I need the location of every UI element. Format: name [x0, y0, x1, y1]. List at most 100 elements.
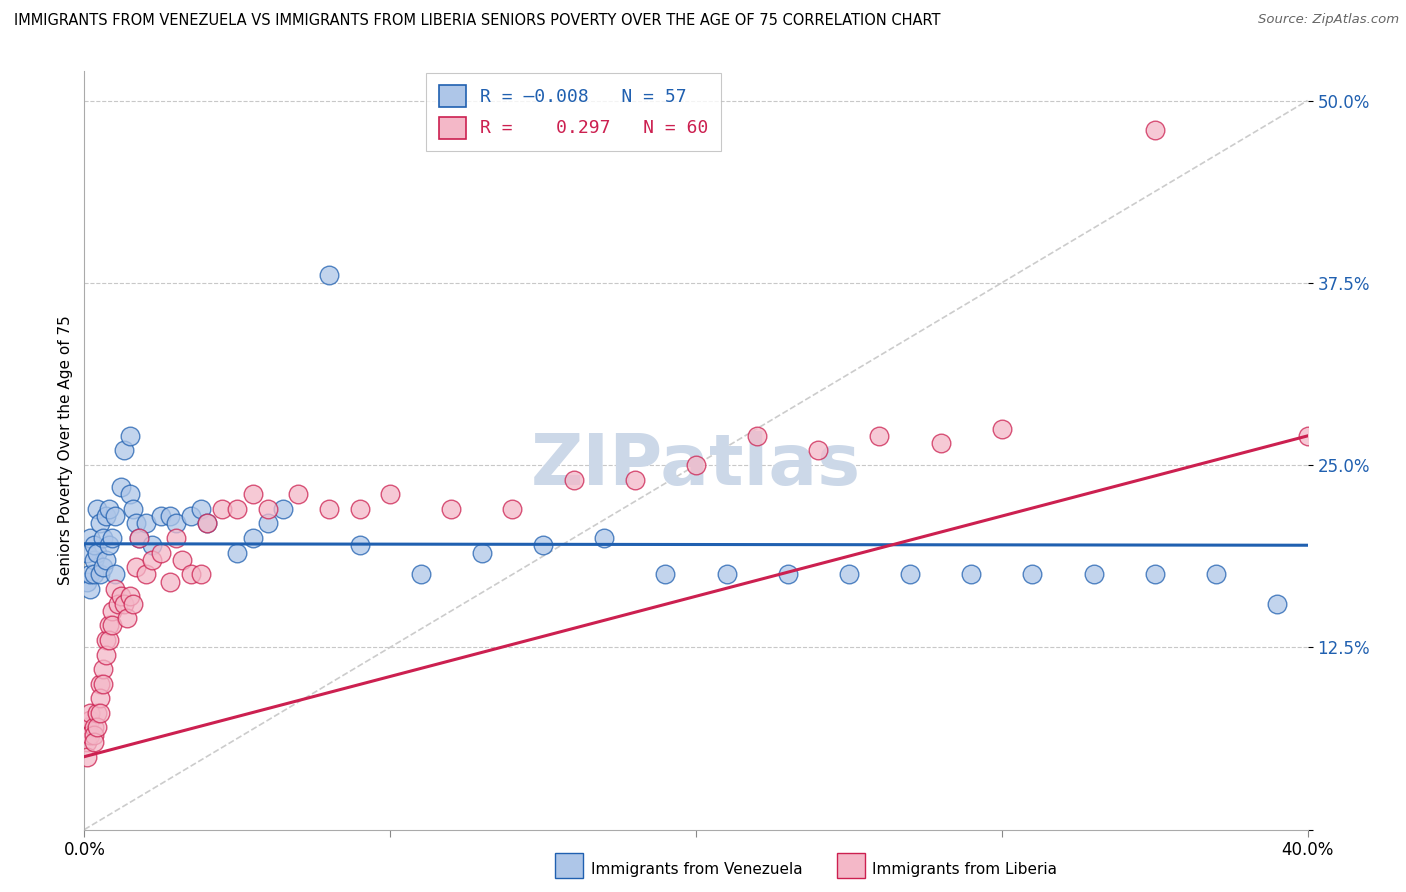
Point — [165, 516, 187, 531]
Point — [76, 735, 98, 749]
Point — [380, 487, 402, 501]
Point — [172, 553, 194, 567]
Point — [76, 574, 98, 589]
Point — [685, 458, 707, 472]
Point — [107, 597, 129, 611]
Point — [409, 567, 432, 582]
Point — [190, 567, 212, 582]
Point — [86, 501, 108, 516]
Point — [86, 706, 108, 720]
Point — [83, 567, 105, 582]
Point — [91, 560, 114, 574]
Point — [593, 531, 616, 545]
Point — [1265, 597, 1288, 611]
Point — [747, 429, 769, 443]
Point — [531, 538, 554, 552]
Point — [271, 501, 294, 516]
Point — [141, 538, 163, 552]
Text: Source: ZipAtlas.com: Source: ZipAtlas.com — [1258, 13, 1399, 27]
Point — [89, 677, 111, 691]
Point — [471, 545, 494, 559]
Point — [195, 516, 218, 531]
Point — [76, 721, 98, 735]
Point — [242, 487, 264, 501]
Point — [89, 516, 111, 531]
Point — [149, 545, 172, 559]
Point — [89, 706, 111, 720]
FancyBboxPatch shape — [555, 853, 583, 878]
Point — [97, 501, 120, 516]
Point — [79, 713, 101, 727]
Point — [135, 516, 157, 531]
Point — [101, 618, 124, 632]
Point — [112, 443, 135, 458]
Point — [929, 436, 952, 450]
Point — [149, 509, 172, 524]
Point — [716, 567, 738, 582]
Point — [76, 749, 98, 764]
Point — [257, 501, 280, 516]
Text: ZIPatlas: ZIPatlas — [531, 431, 860, 500]
Point — [120, 487, 142, 501]
Point — [86, 721, 108, 735]
Point — [1143, 122, 1166, 136]
Point — [120, 429, 142, 443]
Point — [190, 501, 212, 516]
Point — [128, 531, 150, 545]
Point — [838, 567, 860, 582]
Point — [180, 509, 202, 524]
Point — [180, 567, 202, 582]
Point — [112, 597, 135, 611]
Point — [104, 567, 127, 582]
Point — [97, 618, 120, 632]
Point — [654, 567, 676, 582]
Point — [257, 516, 280, 531]
Point — [104, 509, 127, 524]
Point — [115, 611, 138, 625]
FancyBboxPatch shape — [837, 853, 865, 878]
Point — [83, 728, 105, 742]
Point — [502, 501, 524, 516]
Point — [83, 735, 105, 749]
Point — [1205, 567, 1227, 582]
Point — [94, 509, 117, 524]
Point — [91, 662, 114, 676]
Point — [141, 553, 163, 567]
Point — [94, 648, 117, 662]
Point — [91, 531, 114, 545]
Point — [94, 633, 117, 648]
Point — [159, 509, 181, 524]
Point — [91, 677, 114, 691]
Point — [120, 589, 142, 603]
Point — [122, 501, 145, 516]
Point — [898, 567, 921, 582]
Text: IMMIGRANTS FROM VENEZUELA VS IMMIGRANTS FROM LIBERIA SENIORS POVERTY OVER THE AG: IMMIGRANTS FROM VENEZUELA VS IMMIGRANTS … — [14, 13, 941, 29]
Point — [1083, 567, 1105, 582]
Point — [83, 553, 105, 567]
Point — [869, 429, 891, 443]
Point — [79, 567, 101, 582]
Point — [318, 268, 340, 283]
Point — [242, 531, 264, 545]
Point — [807, 443, 830, 458]
Point — [101, 531, 124, 545]
Point — [79, 582, 101, 596]
Point — [165, 531, 187, 545]
Point — [349, 538, 371, 552]
Point — [226, 545, 249, 559]
Point — [125, 560, 148, 574]
Point — [211, 501, 233, 516]
Text: Immigrants from Liberia: Immigrants from Liberia — [872, 863, 1057, 877]
Point — [83, 721, 105, 735]
Point — [128, 531, 150, 545]
Point — [349, 501, 371, 516]
Point — [135, 567, 157, 582]
Point — [76, 545, 98, 559]
Point — [86, 545, 108, 559]
Point — [776, 567, 799, 582]
Point — [226, 501, 249, 516]
Point — [110, 589, 132, 603]
Text: Immigrants from Venezuela: Immigrants from Venezuela — [591, 863, 803, 877]
Point — [562, 473, 585, 487]
Point — [960, 567, 983, 582]
